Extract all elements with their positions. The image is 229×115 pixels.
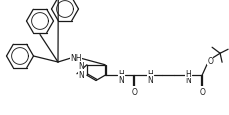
Text: N: N: [78, 62, 84, 71]
Text: N: N: [118, 75, 123, 84]
Text: H: H: [184, 69, 190, 78]
Text: O: O: [131, 87, 136, 96]
Text: O: O: [198, 87, 204, 96]
Text: H: H: [147, 69, 152, 78]
Text: N: N: [78, 70, 84, 79]
Text: NH: NH: [70, 54, 81, 63]
Text: N: N: [184, 75, 190, 84]
Text: H: H: [118, 69, 123, 78]
Text: N: N: [147, 75, 152, 84]
Text: O: O: [206, 56, 212, 65]
